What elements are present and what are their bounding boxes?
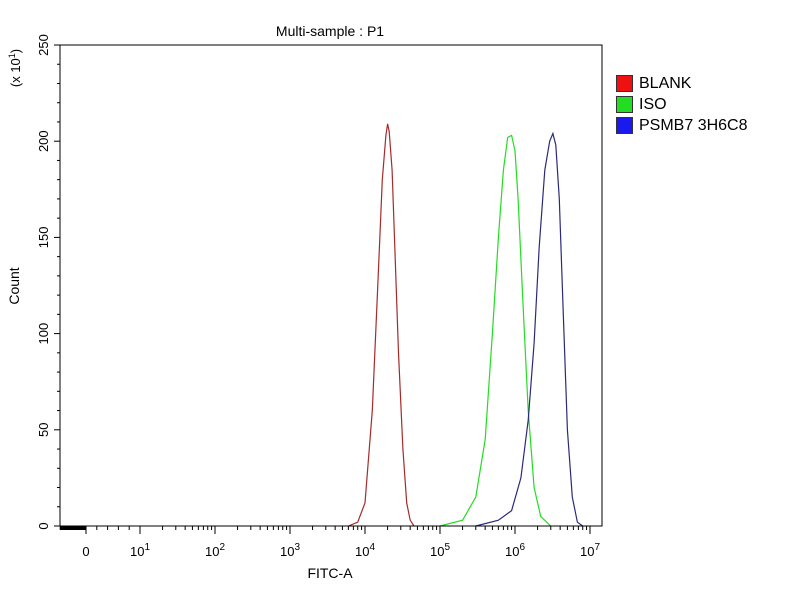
x-tick-label: 102 [205, 542, 225, 559]
chart-title: Multi-sample : P1 [276, 23, 384, 39]
y-tick-label: 100 [36, 323, 51, 345]
x-axis-ticks: 0 101 102 103 104 105 106 107 [59, 526, 600, 559]
y-tick-label: 250 [36, 34, 51, 56]
x-tick-label: 106 [505, 542, 525, 559]
histogram-series [348, 123, 584, 527]
legend-item-blank: BLANK [616, 73, 748, 94]
legend-label-iso: ISO [639, 95, 667, 113]
legend-item-psmb7: PSMB7 3H6C8 [616, 115, 748, 136]
y-tick-label: 0 [36, 522, 51, 529]
x-tick-label: 107 [580, 542, 600, 559]
legend-swatch-blank [616, 75, 633, 92]
legend: BLANK ISO PSMB7 3H6C8 [616, 73, 748, 136]
legend-label-blank: BLANK [639, 74, 692, 92]
y-tick-label: 50 [36, 423, 51, 437]
y-axis-multiplier: (x 101) [7, 49, 23, 87]
x-tick-label: 103 [280, 542, 300, 559]
series-line-blank [348, 123, 415, 527]
y-axis-ticks: 0 50 100 150 200 250 [36, 34, 60, 530]
x-tick-label: 104 [355, 542, 375, 559]
y-tick-label: 150 [36, 227, 51, 249]
y-axis-label: Count [6, 267, 22, 304]
legend-item-iso: ISO [616, 94, 748, 115]
plot-area-frame [59, 44, 603, 527]
series-line-psmb7-3h6c8 [475, 131, 584, 527]
legend-swatch-psmb7 [616, 117, 633, 134]
y-tick-label: 200 [36, 130, 51, 152]
legend-label-psmb7: PSMB7 3H6C8 [639, 116, 748, 134]
x-tick-label: 101 [130, 542, 150, 559]
x-tick-label: 105 [430, 542, 450, 559]
series-line-iso [439, 134, 552, 527]
x-axis-label: FITC-A [307, 565, 353, 581]
x-tick-label: 0 [82, 544, 89, 559]
legend-swatch-iso [616, 96, 633, 113]
